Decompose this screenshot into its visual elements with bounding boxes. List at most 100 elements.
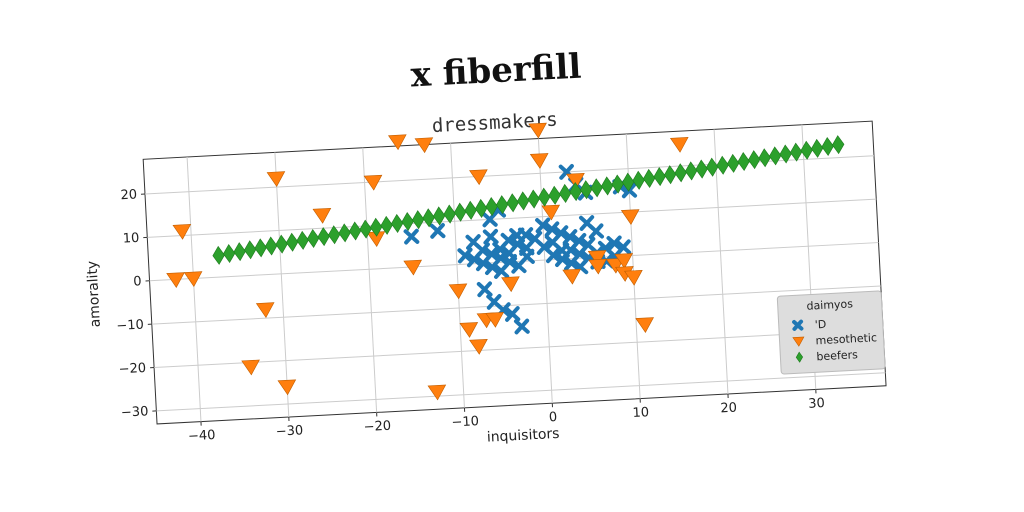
y-axis-ticks: −30 −20 −10 0 10 20 xyxy=(116,187,157,421)
legend-marker xyxy=(792,319,804,331)
marker-stroke xyxy=(535,217,551,234)
data-marks xyxy=(166,122,845,401)
marker-stroke xyxy=(588,223,604,240)
data-point xyxy=(642,168,656,188)
marker-stroke xyxy=(484,246,499,263)
marker-stroke xyxy=(536,239,552,255)
data-point xyxy=(501,276,520,293)
data-point xyxy=(529,153,549,169)
x-tick-label: 30 xyxy=(808,396,825,412)
data-point xyxy=(789,142,803,162)
data-point xyxy=(448,283,468,300)
data-point xyxy=(485,197,498,217)
data-point xyxy=(255,302,275,319)
data-point xyxy=(338,223,351,243)
data-point xyxy=(669,137,689,153)
marker-stroke xyxy=(493,250,508,266)
x-tick-label: 0 xyxy=(549,410,558,425)
data-point xyxy=(779,144,792,164)
data-point xyxy=(528,122,547,139)
data-point xyxy=(506,193,519,213)
data-point xyxy=(411,210,425,230)
data-point xyxy=(403,228,420,245)
data-point xyxy=(569,182,582,202)
data-point xyxy=(726,153,740,173)
data-point xyxy=(285,232,299,252)
data-point xyxy=(614,253,634,269)
marker-stroke xyxy=(571,232,587,249)
x-gridline xyxy=(537,138,553,404)
data-point xyxy=(277,379,297,396)
data-point xyxy=(403,259,423,276)
marker-stroke xyxy=(546,247,561,264)
legend-marker xyxy=(795,351,804,363)
marker-stroke xyxy=(511,257,526,274)
legend-title: daimyos xyxy=(806,297,853,312)
x-gridline xyxy=(362,147,378,413)
data-point xyxy=(562,268,582,285)
data-point xyxy=(510,257,527,274)
data-point xyxy=(453,202,467,222)
data-point xyxy=(233,242,246,262)
data-point xyxy=(536,239,552,255)
series-mesothetic xyxy=(166,122,689,401)
data-point xyxy=(600,176,614,196)
x-gridline xyxy=(274,152,290,418)
data-point xyxy=(464,200,477,220)
y-tick-label: −20 xyxy=(118,361,146,377)
data-point xyxy=(390,213,404,234)
data-point xyxy=(800,140,813,160)
marker-stroke xyxy=(430,222,445,239)
x-gridline xyxy=(713,129,729,395)
data-point xyxy=(443,204,456,224)
data-point xyxy=(516,191,530,211)
marker-stroke xyxy=(580,236,596,253)
data-point xyxy=(474,198,488,218)
y-gridline xyxy=(151,285,881,325)
data-point xyxy=(527,189,540,209)
x-tick-label: 20 xyxy=(720,401,737,417)
data-point xyxy=(241,359,260,376)
series-beefers xyxy=(212,135,845,265)
y-tick-label: 10 xyxy=(122,231,139,247)
data-point xyxy=(606,235,623,252)
data-point xyxy=(716,155,729,175)
y-tick-label: −10 xyxy=(116,318,144,334)
data-point xyxy=(705,157,719,177)
data-point xyxy=(635,317,655,333)
data-point xyxy=(768,146,782,166)
data-point xyxy=(588,258,607,275)
data-point xyxy=(469,169,488,186)
data-point xyxy=(363,174,383,191)
x-tick-label: −10 xyxy=(451,414,479,430)
marker-stroke xyxy=(607,235,622,252)
y-tick-label: 0 xyxy=(133,274,142,289)
data-point xyxy=(243,240,257,260)
data-point xyxy=(579,180,593,200)
marker-stroke xyxy=(792,319,804,331)
x-axis-ticks: −40 −30 −20 −10 0 10 20 30 xyxy=(188,389,825,444)
legend-entry-label: 'D xyxy=(814,318,826,332)
data-point xyxy=(517,227,534,243)
data-point xyxy=(611,174,624,194)
marker-stroke xyxy=(559,164,574,180)
y-gridline xyxy=(147,198,877,238)
data-point xyxy=(485,312,505,328)
data-point xyxy=(544,221,560,238)
marker-stroke xyxy=(579,215,595,231)
data-point xyxy=(264,236,278,256)
data-point xyxy=(429,222,446,239)
data-point xyxy=(254,238,267,258)
data-point xyxy=(562,229,578,245)
data-point xyxy=(810,138,824,158)
marker-stroke xyxy=(483,228,499,245)
data-point xyxy=(831,135,845,155)
data-point xyxy=(359,219,372,239)
data-point xyxy=(306,228,320,249)
data-point xyxy=(401,212,414,232)
data-point xyxy=(380,215,393,235)
y-axis-label: amorality xyxy=(84,260,103,327)
data-point xyxy=(422,208,435,228)
